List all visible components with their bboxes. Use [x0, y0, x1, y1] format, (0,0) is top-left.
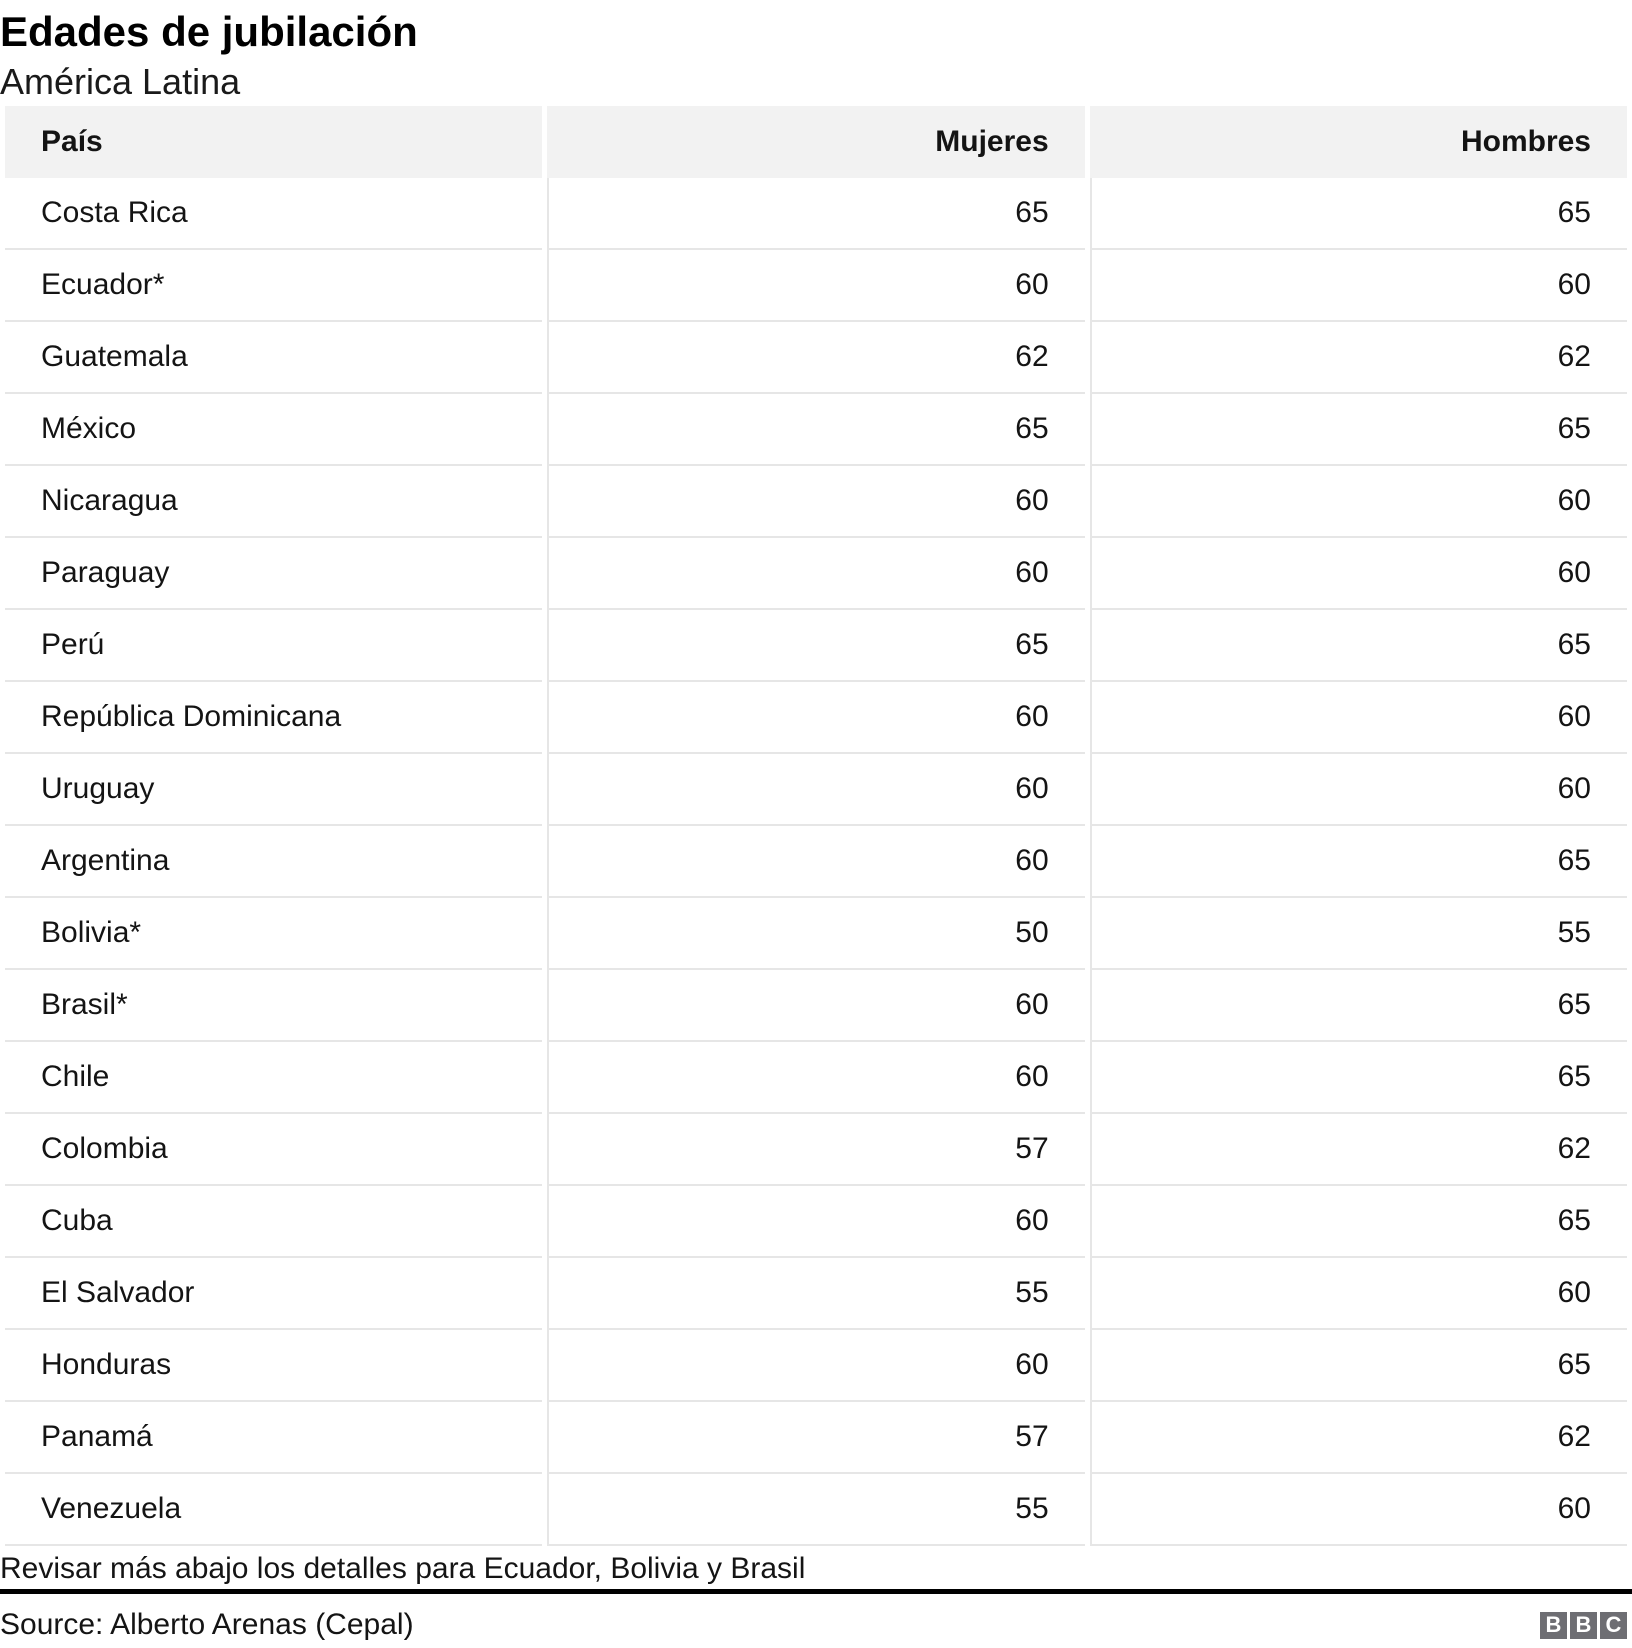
- country-cell: República Dominicana: [5, 682, 543, 754]
- table-row: Paraguay 60 60: [5, 538, 1627, 610]
- divider-rule: [0, 1589, 1632, 1594]
- mujeres-cell: 60: [547, 826, 1085, 898]
- mujeres-cell: 55: [547, 1258, 1085, 1330]
- source-label: Source: Alberto Arenas (Cepal): [0, 1608, 414, 1641]
- hombres-cell: 55: [1089, 898, 1627, 970]
- footnote: Revisar más abajo los detalles para Ecua…: [0, 1552, 806, 1585]
- page-title: Edades de jubilación: [0, 8, 418, 55]
- mujeres-cell: 57: [547, 1402, 1085, 1474]
- mujeres-cell: 60: [547, 754, 1085, 826]
- column-header-pais: País: [5, 106, 543, 178]
- hombres-cell: 60: [1089, 754, 1627, 826]
- country-cell: Venezuela: [5, 1474, 543, 1546]
- mujeres-cell: 57: [547, 1114, 1085, 1186]
- mujeres-cell: 60: [547, 970, 1085, 1042]
- table-row: Brasil* 60 65: [5, 970, 1627, 1042]
- hombres-cell: 60: [1089, 682, 1627, 754]
- hombres-cell: 62: [1089, 322, 1627, 394]
- table-row: Venezuela 55 60: [5, 1474, 1627, 1546]
- hombres-cell: 65: [1089, 1330, 1627, 1402]
- mujeres-cell: 60: [547, 250, 1085, 322]
- hombres-cell: 65: [1089, 826, 1627, 898]
- table-row: Nicaragua 60 60: [5, 466, 1627, 538]
- mujeres-cell: 60: [547, 682, 1085, 754]
- hombres-cell: 60: [1089, 250, 1627, 322]
- country-cell: Panamá: [5, 1402, 543, 1474]
- column-header-mujeres: Mujeres: [547, 106, 1085, 178]
- table-row: Chile 60 65: [5, 1042, 1627, 1114]
- hombres-cell: 65: [1089, 970, 1627, 1042]
- table-row: Guatemala 62 62: [5, 322, 1627, 394]
- hombres-cell: 62: [1089, 1114, 1627, 1186]
- country-cell: Perú: [5, 610, 543, 682]
- mujeres-cell: 60: [547, 1042, 1085, 1114]
- table-header-row: País Mujeres Hombres: [5, 106, 1627, 178]
- country-cell: Bolivia*: [5, 898, 543, 970]
- mujeres-cell: 55: [547, 1474, 1085, 1546]
- hombres-cell: 65: [1089, 1186, 1627, 1258]
- hombres-cell: 62: [1089, 1402, 1627, 1474]
- hombres-cell: 65: [1089, 394, 1627, 466]
- table-row: Ecuador* 60 60: [5, 250, 1627, 322]
- hombres-cell: 60: [1089, 466, 1627, 538]
- table-row: Honduras 60 65: [5, 1330, 1627, 1402]
- mujeres-cell: 65: [547, 610, 1085, 682]
- country-cell: Colombia: [5, 1114, 543, 1186]
- bbc-logo-block: B: [1570, 1611, 1597, 1639]
- country-cell: Argentina: [5, 826, 543, 898]
- hombres-cell: 60: [1089, 1474, 1627, 1546]
- hombres-cell: 60: [1089, 1258, 1627, 1330]
- table-body: Costa Rica 65 65 Ecuador* 60 60 Guatemala 62 62 M…: [5, 178, 1627, 1546]
- country-cell: Costa Rica: [5, 178, 543, 250]
- table-row: Bolivia* 50 55: [5, 898, 1627, 970]
- country-cell: Paraguay: [5, 538, 543, 610]
- bbc-logo-block: B: [1540, 1611, 1567, 1639]
- country-cell: Honduras: [5, 1330, 543, 1402]
- mujeres-cell: 50: [547, 898, 1085, 970]
- country-cell: Guatemala: [5, 322, 543, 394]
- mujeres-cell: 60: [547, 1330, 1085, 1402]
- table-row: Uruguay 60 60: [5, 754, 1627, 826]
- hombres-cell: 65: [1089, 610, 1627, 682]
- country-cell: México: [5, 394, 543, 466]
- mujeres-cell: 60: [547, 1186, 1085, 1258]
- country-cell: Brasil*: [5, 970, 543, 1042]
- table-row: Cuba 60 65: [5, 1186, 1627, 1258]
- retirement-ages-table: País Mujeres Hombres Costa Rica 65 65 Ecuad…: [0, 106, 1632, 1546]
- table-row: Perú 65 65: [5, 610, 1627, 682]
- mujeres-cell: 60: [547, 466, 1085, 538]
- country-cell: Uruguay: [5, 754, 543, 826]
- mujeres-cell: 65: [547, 178, 1085, 250]
- mujeres-cell: 65: [547, 394, 1085, 466]
- country-cell: Chile: [5, 1042, 543, 1114]
- country-cell: El Salvador: [5, 1258, 543, 1330]
- hombres-cell: 60: [1089, 538, 1627, 610]
- column-header-hombres: Hombres: [1089, 106, 1627, 178]
- bbc-logo-block: C: [1600, 1611, 1627, 1639]
- table-row: Colombia 57 62: [5, 1114, 1627, 1186]
- table-row: Argentina 60 65: [5, 826, 1627, 898]
- hombres-cell: 65: [1089, 1042, 1627, 1114]
- country-cell: Cuba: [5, 1186, 543, 1258]
- table-row: República Dominicana 60 60: [5, 682, 1627, 754]
- mujeres-cell: 62: [547, 322, 1085, 394]
- table-row: Costa Rica 65 65: [5, 178, 1627, 250]
- mujeres-cell: 60: [547, 538, 1085, 610]
- table-row: Panamá 57 62: [5, 1402, 1627, 1474]
- table-row: México 65 65: [5, 394, 1627, 466]
- country-cell: Ecuador*: [5, 250, 543, 322]
- hombres-cell: 65: [1089, 178, 1627, 250]
- table-row: El Salvador 55 60: [5, 1258, 1627, 1330]
- page-subtitle: América Latina: [0, 61, 241, 102]
- country-cell: Nicaragua: [5, 466, 543, 538]
